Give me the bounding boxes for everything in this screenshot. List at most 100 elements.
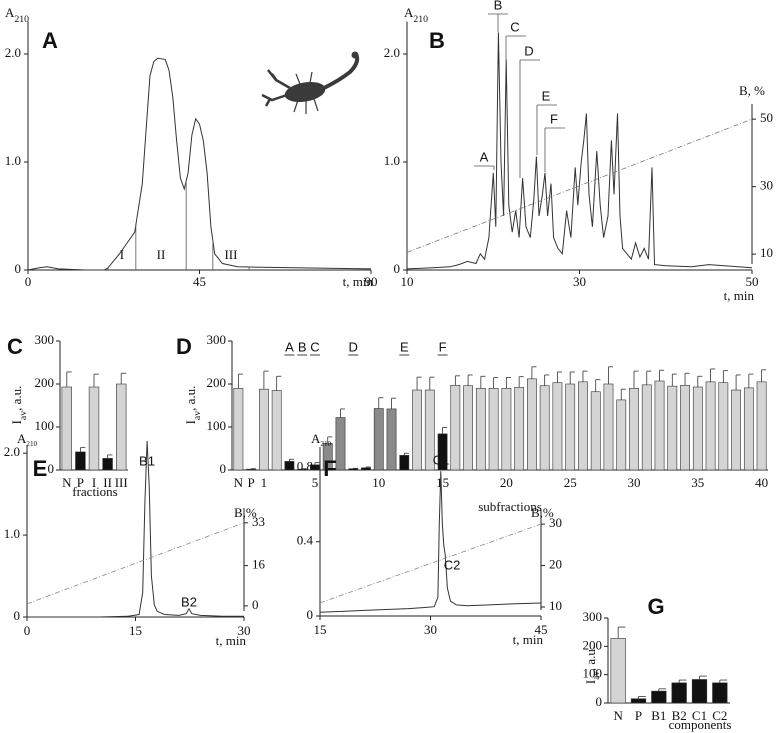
panel-letter: G bbox=[647, 594, 664, 619]
bar bbox=[116, 383, 127, 471]
bar bbox=[654, 380, 665, 471]
peak-bracket bbox=[519, 59, 540, 178]
y-tick-label: 300 bbox=[583, 609, 603, 624]
y-tick-label: 1.0 bbox=[5, 153, 21, 168]
y-tick-label: 200 bbox=[583, 637, 603, 652]
x-tick-label: C1 bbox=[692, 708, 707, 723]
peak-label: B1 bbox=[139, 453, 155, 468]
subscript: 210 bbox=[14, 14, 29, 25]
x-tick-label: II bbox=[103, 475, 112, 490]
peak-bracket bbox=[505, 35, 526, 60]
x-tick-label: 15 bbox=[129, 623, 142, 638]
bar bbox=[514, 387, 525, 471]
peak-bracket bbox=[536, 104, 557, 155]
bar bbox=[712, 682, 728, 704]
bar bbox=[501, 387, 512, 471]
trace bbox=[27, 57, 372, 271]
y-tick-label: 0.4 bbox=[297, 533, 314, 548]
bar bbox=[705, 381, 716, 471]
y-axis-label: A210 bbox=[311, 431, 332, 448]
fraction-mark: E bbox=[400, 339, 409, 354]
x-tick-label: P bbox=[248, 475, 255, 490]
peak-label: C bbox=[510, 19, 519, 34]
y-axis-label: A210 bbox=[5, 5, 29, 25]
y-axis-label: A210 bbox=[17, 431, 38, 448]
y-tick-label: 0 bbox=[220, 461, 227, 476]
fraction-mark: B bbox=[298, 339, 307, 354]
x-tick-label: 30 bbox=[628, 475, 641, 490]
x-tick-label: C2 bbox=[712, 708, 727, 723]
peak-bracket bbox=[474, 165, 495, 170]
scorpion-image bbox=[261, 51, 360, 114]
y-tick-label: 1.0 bbox=[384, 153, 400, 168]
label-part: , a.u. bbox=[583, 646, 598, 671]
y-tick-label: 0 bbox=[14, 608, 21, 623]
y-tick-label: 2.0 bbox=[4, 444, 20, 459]
bar bbox=[463, 385, 473, 471]
x-tick-label: III bbox=[115, 475, 128, 490]
x-tick-label: 90 bbox=[365, 274, 378, 289]
x-tick-label: N bbox=[62, 475, 72, 490]
x-axis-label: t, min bbox=[724, 288, 755, 303]
label-part: A bbox=[311, 431, 321, 446]
fraction-mark: F bbox=[439, 339, 447, 354]
bar bbox=[88, 386, 100, 471]
x-axis-label: t, min bbox=[216, 633, 247, 648]
y-axis-label: Iav, a.u. bbox=[583, 646, 601, 684]
bar bbox=[412, 389, 422, 471]
x-axis-label: t, min bbox=[513, 632, 544, 647]
x-axis-label: t, min bbox=[343, 274, 374, 289]
fraction-mark: A bbox=[285, 339, 294, 354]
y2-axis-label: B, % bbox=[739, 83, 765, 98]
label-part: A bbox=[17, 431, 27, 446]
bar bbox=[603, 383, 614, 471]
bar bbox=[475, 387, 486, 471]
y-axis-label: Iav, a.u. bbox=[9, 386, 29, 425]
y2-tick-label: 10 bbox=[760, 245, 773, 260]
fraction-mark: D bbox=[349, 339, 358, 354]
bar bbox=[731, 389, 741, 471]
x-tick-label: 50 bbox=[746, 274, 759, 289]
label-part: I bbox=[583, 680, 598, 684]
x-tick-label: 30 bbox=[573, 274, 586, 289]
y-tick-label: 1.0 bbox=[4, 526, 20, 541]
bar bbox=[641, 384, 652, 471]
x-tick-label: 40 bbox=[755, 475, 768, 490]
bar bbox=[335, 417, 346, 471]
y-tick-label: 0 bbox=[48, 461, 55, 476]
peak-label: B bbox=[494, 0, 503, 12]
y-tick-label: 2.0 bbox=[384, 45, 400, 60]
bar bbox=[527, 378, 537, 471]
bar bbox=[233, 387, 244, 471]
subscript: av bbox=[192, 411, 203, 420]
bar bbox=[246, 468, 257, 471]
bar bbox=[630, 698, 647, 704]
panel-letter: E bbox=[33, 456, 48, 481]
bar bbox=[259, 388, 269, 471]
y-tick-label: 100 bbox=[35, 418, 55, 433]
x-tick-label: P bbox=[77, 475, 84, 490]
x-tick-label: 20 bbox=[500, 475, 513, 490]
panel-letter: A bbox=[42, 28, 58, 53]
bar bbox=[552, 382, 563, 471]
peak-label: F bbox=[550, 111, 558, 126]
peak-bracket bbox=[488, 13, 508, 32]
x-tick-label: 15 bbox=[314, 622, 327, 637]
x-tick-label: 10 bbox=[401, 274, 414, 289]
bar bbox=[450, 384, 461, 471]
x-tick-label: 30 bbox=[238, 623, 251, 638]
x-tick-label: 25 bbox=[564, 475, 577, 490]
fraction-mark: C bbox=[310, 339, 319, 354]
y-tick-label: 2.0 bbox=[5, 45, 21, 60]
label-part: , a.u. bbox=[183, 386, 198, 411]
y2-tick-label: 30 bbox=[760, 178, 773, 193]
y-tick-label: 300 bbox=[35, 332, 55, 347]
trace bbox=[27, 440, 244, 618]
x-tick-label: 30 bbox=[424, 622, 437, 637]
panel-letter: D bbox=[176, 334, 192, 359]
bar bbox=[399, 455, 410, 471]
peak-label: C2 bbox=[444, 557, 461, 572]
bar bbox=[361, 467, 371, 471]
x-tick-label: 1 bbox=[261, 475, 268, 490]
